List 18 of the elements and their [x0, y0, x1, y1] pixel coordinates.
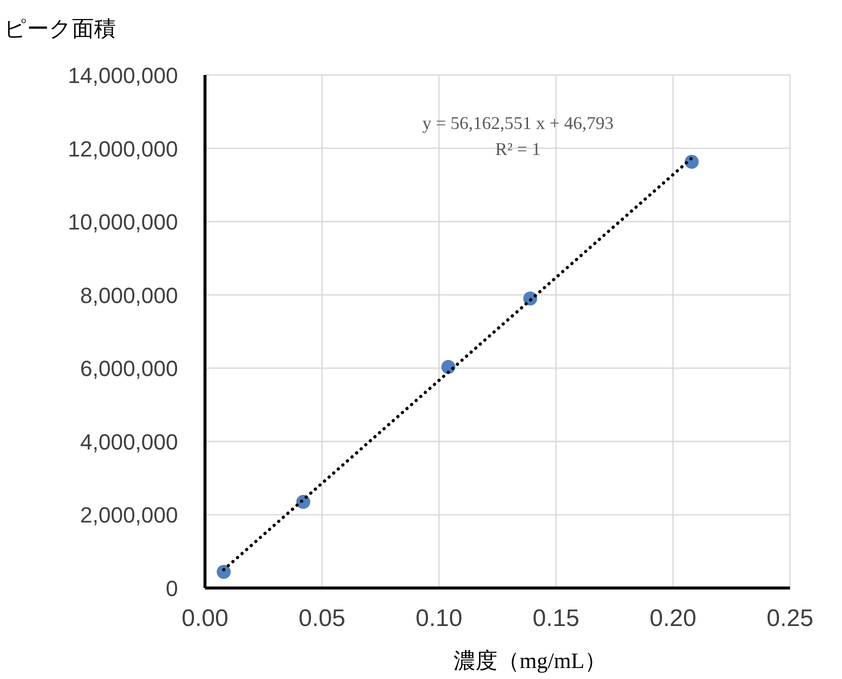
x-tick-label: 0.10: [416, 605, 462, 632]
annotation: y = 56,162,551 x + 46,793 R² = 1: [422, 113, 614, 159]
y-tick-label: 12,000,000: [68, 136, 178, 162]
y-tick-label: 2,000,000: [80, 502, 178, 528]
y-tick-label: 8,000,000: [80, 282, 178, 308]
y-tick-label: 0: [166, 576, 178, 601]
x-tick-label: 0.15: [532, 605, 580, 632]
y-tick-label: 14,000,000: [68, 63, 178, 88]
x-axis-title: 濃度（mg/mL）: [454, 648, 606, 673]
y-axis-title: ピーク面積: [4, 16, 116, 41]
y-tick-label: 6,000,000: [80, 356, 178, 382]
y-tick-label: 10,000,000: [68, 210, 178, 235]
point: [216, 564, 231, 579]
y-tick-label: 4,000,000: [80, 429, 178, 454]
x-tick-label: 0.20: [650, 605, 696, 632]
x-tick-label: 0.25: [766, 605, 814, 632]
x-tick-label: 0.05: [298, 605, 346, 632]
x-tick-label: 0.00: [182, 605, 228, 632]
